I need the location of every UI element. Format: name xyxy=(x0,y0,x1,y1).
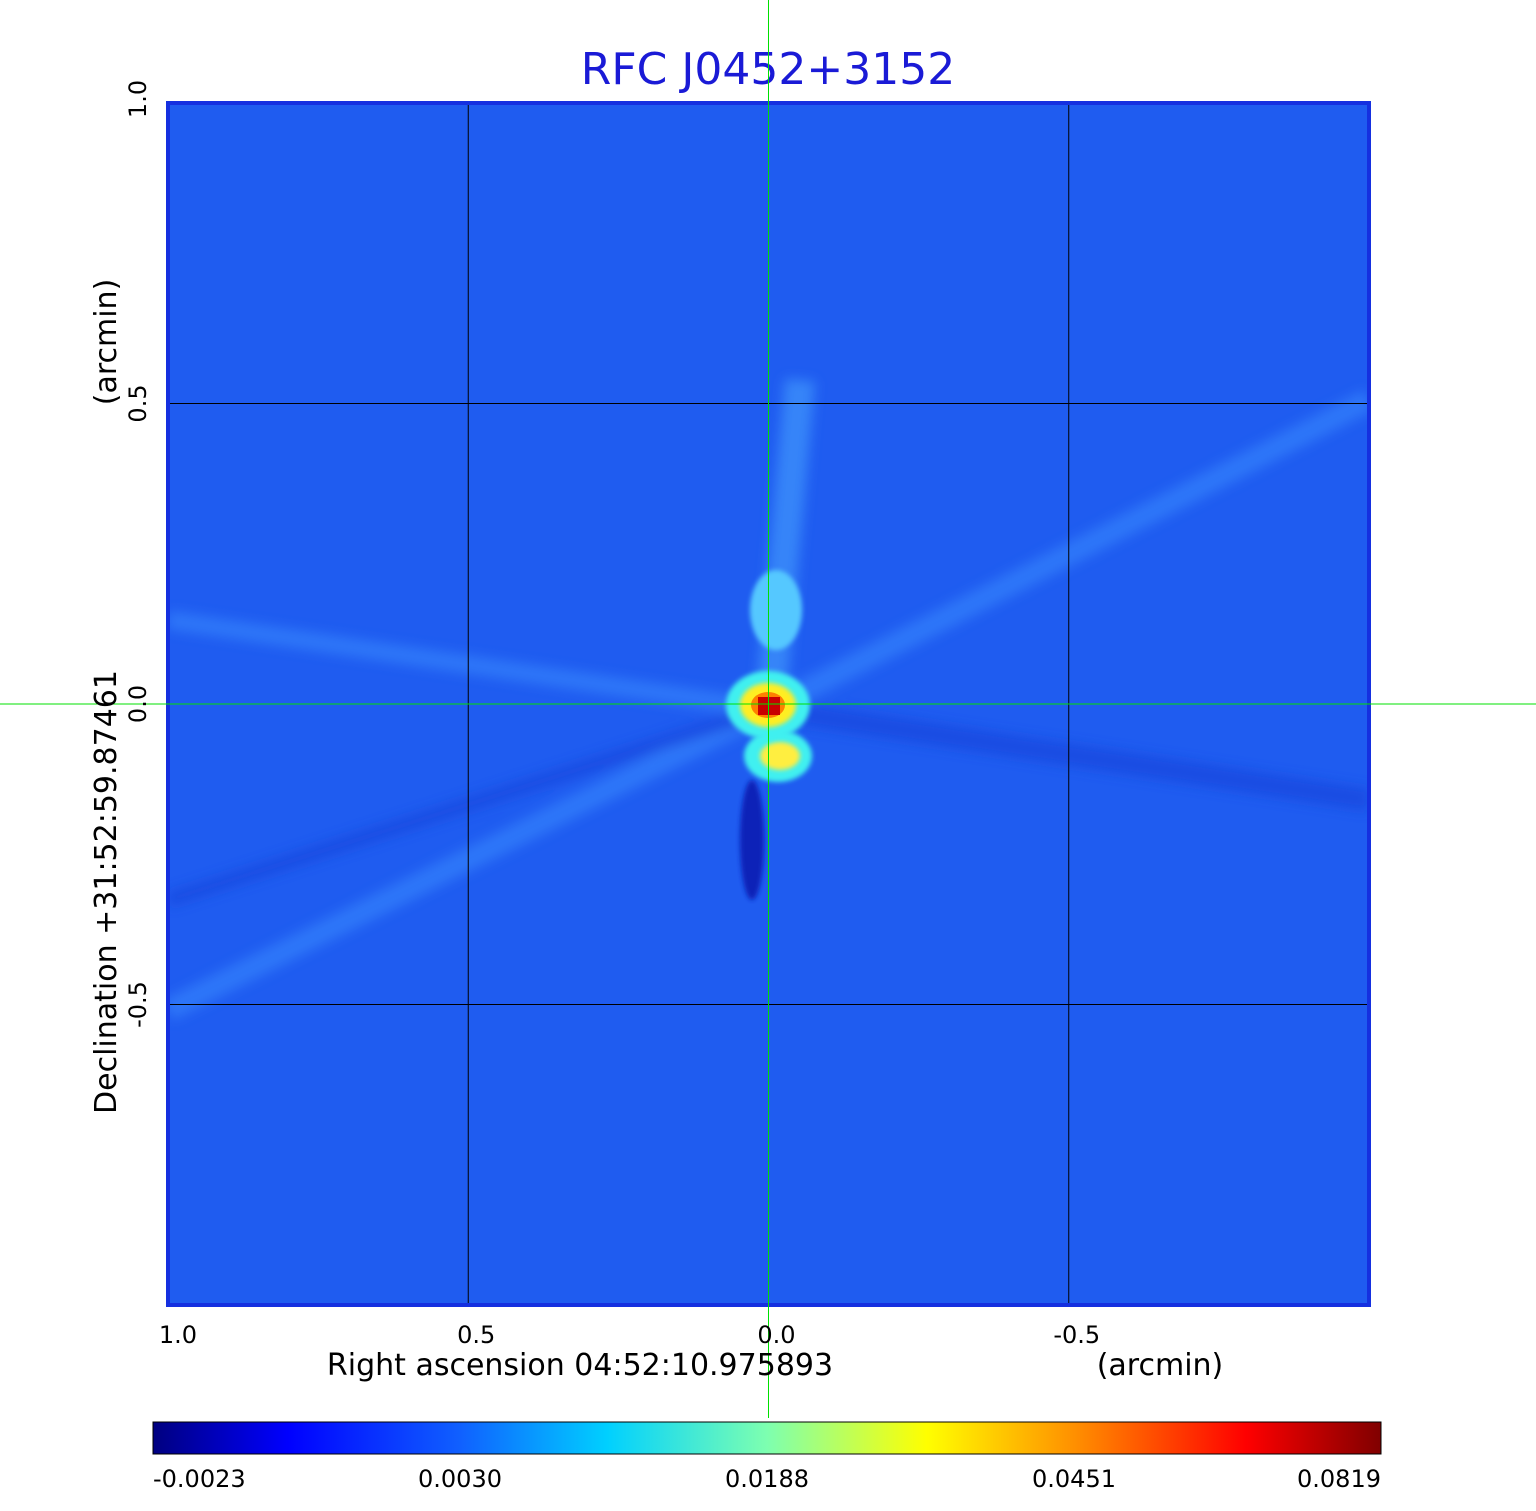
colorbar-tick-label: 0.0451 xyxy=(1032,1465,1116,1493)
source-emission xyxy=(726,570,850,900)
y-tick-label: 0.0 xyxy=(124,685,152,723)
colorbar xyxy=(152,1421,1382,1455)
extension-north xyxy=(750,570,802,650)
secondary-core xyxy=(760,742,800,770)
y-tick-label: 0.5 xyxy=(124,384,152,422)
x-axis-label: Right ascension 04:52:10.975893 xyxy=(327,1348,833,1383)
y-axis-unit: (arcmin) xyxy=(89,279,124,406)
x-tick-label: 0.5 xyxy=(457,1321,495,1349)
sidelobe-streak xyxy=(755,378,815,711)
x-axis-unit: (arcmin) xyxy=(1097,1348,1224,1383)
x-tick-label: 1.0 xyxy=(159,1321,197,1349)
y-tick-label: 1.0 xyxy=(124,80,152,118)
y-tick-labels: 1.0 0.5 0.0 -0.5 xyxy=(124,80,152,1028)
colorbar-tick-label: 0.0188 xyxy=(725,1465,809,1493)
colorbar-tick-label: 0.0819 xyxy=(1297,1465,1381,1493)
colorbar-tick-labels: -0.0023 0.0030 0.0188 0.0451 0.0819 xyxy=(153,1465,1381,1493)
colorbar-tick-label: -0.0023 xyxy=(153,1465,246,1493)
x-tick-labels: 1.0 0.5 0.0 -0.5 xyxy=(159,1321,1100,1349)
x-tick-label: -0.5 xyxy=(1053,1321,1100,1349)
x-tick-label: 0.0 xyxy=(757,1321,795,1349)
negative-trough xyxy=(740,780,764,900)
y-axis-label: Declination +31:52:59.87461 xyxy=(89,670,124,1114)
colorbar-tick-label: 0.0030 xyxy=(418,1465,502,1493)
y-tick-label: -0.5 xyxy=(124,981,152,1028)
